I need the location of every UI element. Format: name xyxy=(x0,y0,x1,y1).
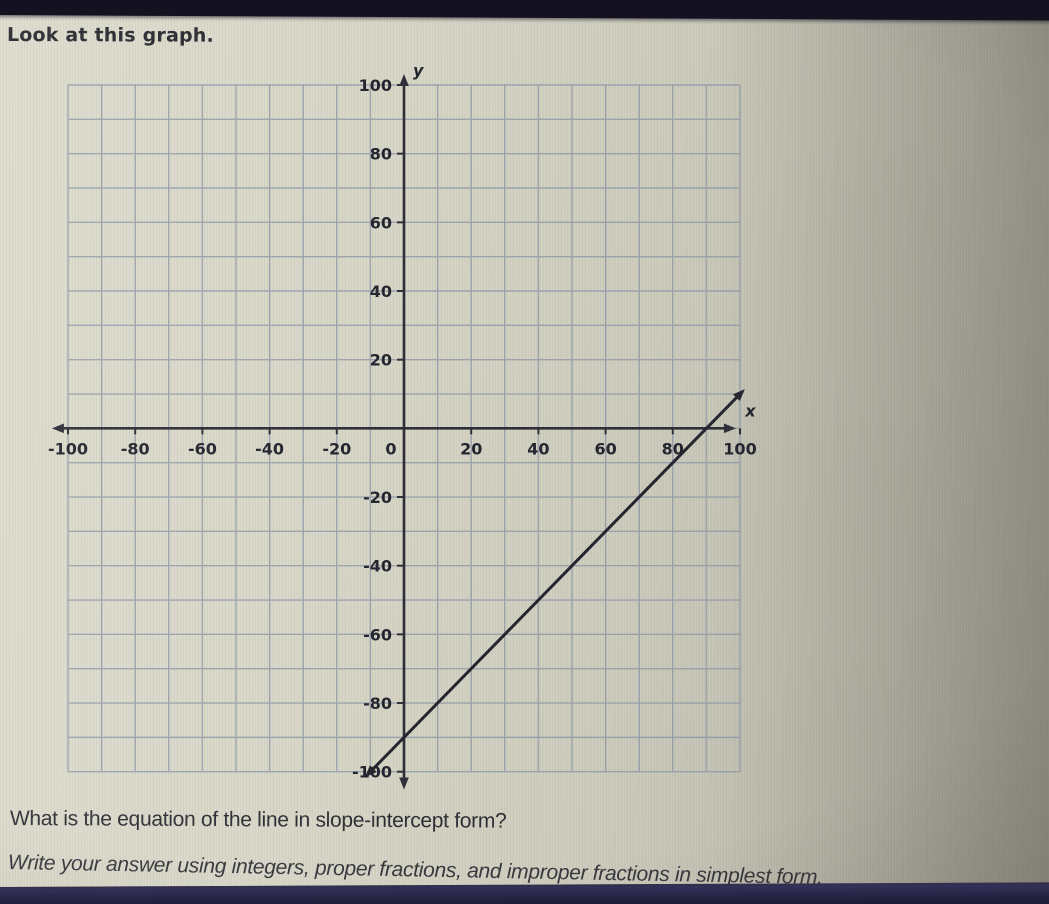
svg-text:-100: -100 xyxy=(48,439,88,458)
svg-text:80: 80 xyxy=(662,439,684,458)
x-tick-labels: -100 -80 -60 -40 -20 0 20 40 60 80 100 xyxy=(48,439,757,458)
svg-text:40: 40 xyxy=(527,439,549,458)
svg-text:60: 60 xyxy=(370,213,392,232)
plotted-line xyxy=(365,390,744,777)
svg-text:40: 40 xyxy=(370,282,392,301)
svg-text:20: 20 xyxy=(370,351,392,370)
axis-ticks xyxy=(67,84,741,773)
monitor-bezel-bottom xyxy=(0,882,1049,904)
axes xyxy=(56,78,732,786)
svg-text:-20: -20 xyxy=(322,439,351,458)
svg-text:-40: -40 xyxy=(255,439,284,458)
svg-text:-80: -80 xyxy=(363,694,392,713)
svg-text:-80: -80 xyxy=(121,439,150,458)
svg-text:-60: -60 xyxy=(363,625,392,644)
svg-text:100: 100 xyxy=(359,76,392,95)
svg-text:0: 0 xyxy=(385,439,396,458)
svg-text:20: 20 xyxy=(460,439,482,458)
svg-text:60: 60 xyxy=(594,439,616,458)
monitor-bezel-top xyxy=(0,0,1049,21)
svg-text:-20: -20 xyxy=(363,488,392,507)
svg-text:-40: -40 xyxy=(363,557,392,576)
svg-text:-60: -60 xyxy=(188,439,217,458)
prompt-text: Look at this graph. xyxy=(6,24,214,47)
question-text: What is the equation of the line in slop… xyxy=(9,807,507,833)
coordinate-plane: -100-80-60-40-20020406080100-100-80-60-4… xyxy=(30,55,790,815)
svg-text:80: 80 xyxy=(370,145,392,164)
x-axis-label: x xyxy=(744,401,756,420)
graph-svg: -100-80-60-40-20020406080100-100-80-60-4… xyxy=(48,61,757,790)
svg-text:100: 100 xyxy=(723,439,756,458)
y-axis-label: y xyxy=(413,61,424,80)
